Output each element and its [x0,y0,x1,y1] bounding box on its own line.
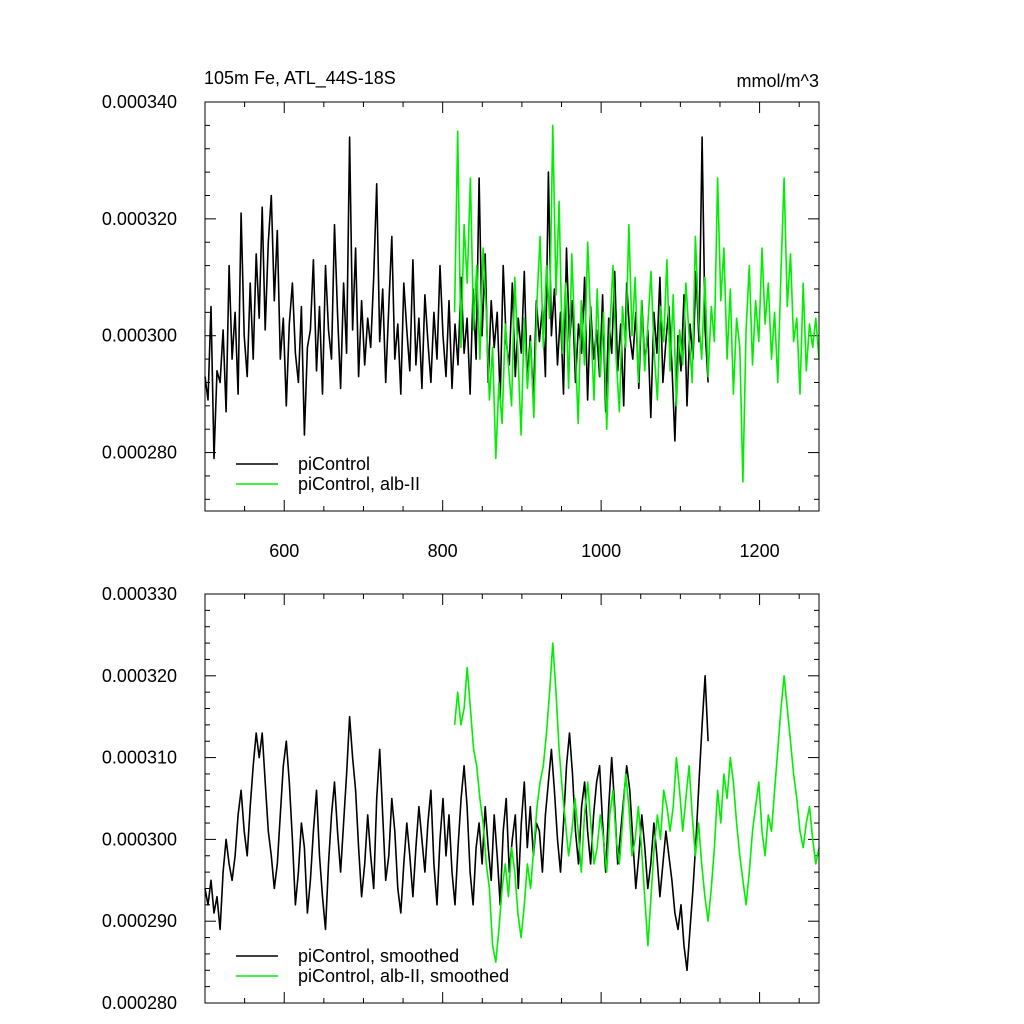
units-label: mmol/m^3 [737,71,819,91]
legend-label: piControl, smoothed [298,946,459,966]
top-panel-series [204,124,820,483]
bottom-panel: 0.000280 0.000290 0.000300 0.000310 0.000320… [102,584,820,1013]
bottom-panel-ticks [204,593,819,1004]
legend-label: piControl, alb-II [298,474,420,494]
y-tick-label: 0.000300 [102,326,177,346]
bottom-panel-series [204,642,820,972]
x-tick-label: 1000 [581,541,621,561]
series-line-picontrol [204,136,709,460]
series-line-picontrol-alb-ii [453,124,820,483]
bottom-plot-frame [204,593,820,1004]
x-tick-label: 600 [269,541,299,561]
top-y-tick-labels: 0.000280 0.000300 0.000320 0.000340 [102,92,177,463]
top-panel-ticks [204,101,819,511]
y-tick-label: 0.000320 [102,666,177,686]
series-line-picontrol [204,674,709,972]
top-panel: 105m Fe, ATL_44S-18S mmol/m^3 0.0002800.… [102,68,820,561]
x-tick-label: 1200 [740,541,780,561]
y-tick-label: 0.000300 [102,829,177,849]
bottom-y-tick-labels: 0.000280 0.000290 0.000300 0.000310 0.000320… [102,584,177,1013]
y-tick-label: 0.000310 [102,748,177,768]
y-tick-label: 0.000320 [102,209,177,229]
y-tick-label: 0.000330 [102,584,177,604]
y-tick-label: 0.000290 [102,911,177,931]
legend-label: piControl [298,454,370,474]
top-plot-frame [204,101,820,512]
legend-label: piControl, alb-II, smoothed [298,966,509,986]
y-tick-label: 0.000280 [102,993,177,1013]
x-tick-label: 800 [428,541,458,561]
series-line-picontrol-alb-ii [453,642,820,963]
top-x-tick-labels: 600 800 1000 1200 [269,541,779,561]
y-tick-label: 0.000340 [102,92,177,112]
chart-title: 105m Fe, ATL_44S-18S [204,68,396,89]
y-tick-label: 0.000280 [102,443,177,463]
